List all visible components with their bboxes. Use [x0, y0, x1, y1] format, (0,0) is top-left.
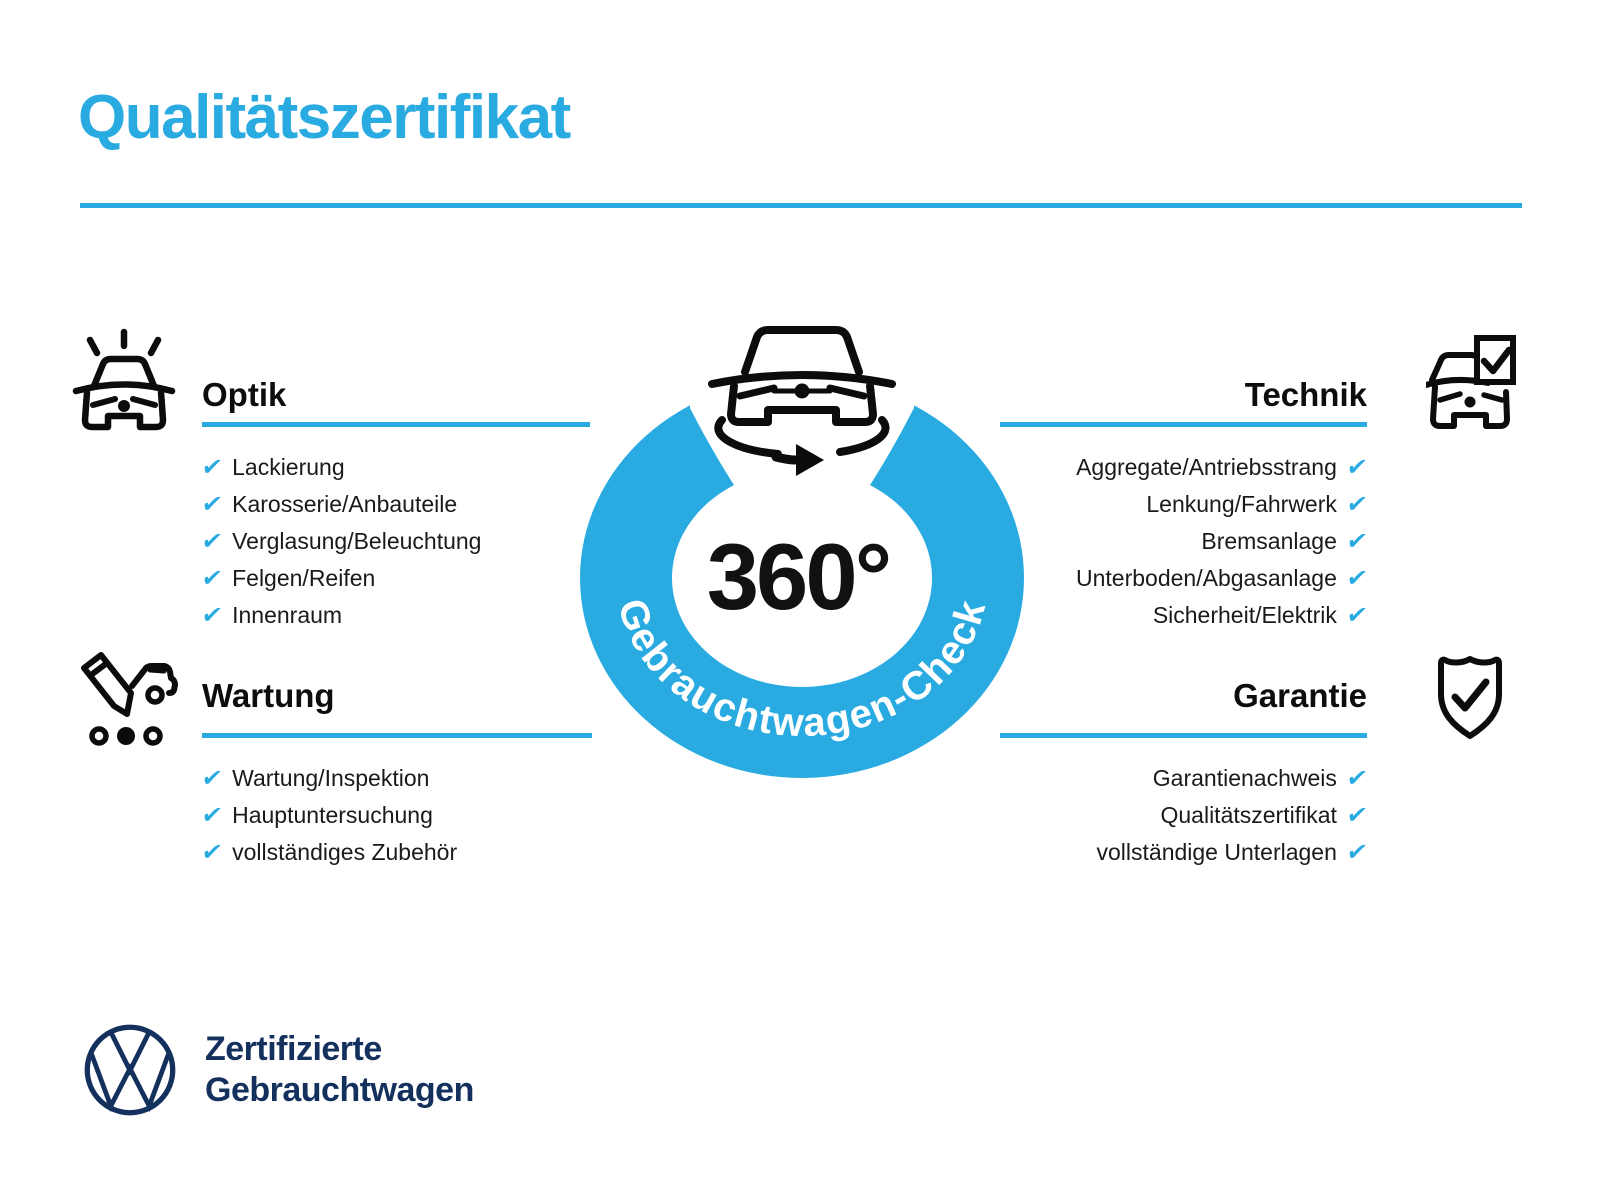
check-icon: ✔: [1344, 453, 1370, 481]
list-item: Unterboden/Abgasanlage ✔: [1076, 560, 1370, 597]
car-checkbox-icon: [1426, 335, 1516, 429]
list-item: ✔ Lackierung: [199, 449, 481, 486]
check-icon: ✔: [1344, 564, 1370, 592]
brand-wordmark: Zertifizierte Gebrauchtwagen: [205, 1029, 474, 1111]
item-label: Wartung/Inspektion: [232, 765, 430, 791]
check-icon: ✔: [1344, 601, 1370, 629]
title-divider: [80, 203, 1522, 208]
wartung-checklist: ✔ Wartung/Inspektion ✔ Hauptuntersuchung ✔…: [199, 760, 458, 871]
list-item: ✔ Verglasung/Beleuchtung: [199, 523, 482, 560]
item-label: vollständiges Zubehör: [232, 839, 458, 865]
garantie-checklist: Garantienachweis ✔ Qualitätszertifikat ✔ v…: [1096, 760, 1370, 871]
item-label: Lenkung/Fahrwerk: [1146, 491, 1337, 517]
item-label: Karosserie/Anbauteile: [232, 491, 458, 517]
item-label: Qualitätszertifikat: [1160, 802, 1337, 828]
section-title-wartung: Wartung: [202, 677, 335, 714]
check-icon: ✔: [199, 453, 225, 481]
technik-checklist: Aggregate/Antriebsstrang ✔ Lenkung/Fahrwe…: [1076, 449, 1370, 634]
section-rule-technik: [1000, 422, 1367, 427]
section-title-optik: Optik: [202, 376, 287, 413]
car-shine-icon: [72, 328, 176, 431]
item-label: Lackierung: [232, 454, 345, 480]
check-icon: ✔: [1344, 490, 1370, 518]
item-label: vollständige Unterlagen: [1096, 839, 1337, 865]
section-title-technik: Technik: [1244, 376, 1367, 413]
check-icon: ✔: [1344, 527, 1370, 555]
badge-degrees: 360°: [707, 524, 889, 629]
item-label: Unterboden/Abgasanlage: [1076, 565, 1337, 591]
list-item: Sicherheit/Elektrik ✔: [1076, 597, 1370, 634]
item-label: Bremsanlage: [1201, 528, 1337, 554]
list-item: Qualitätszertifikat ✔: [1097, 797, 1370, 834]
list-item: Aggregate/Antriebsstrang ✔: [1076, 449, 1370, 486]
check-icon: ✔: [1344, 764, 1370, 792]
list-item: Garantienachweis ✔: [1097, 760, 1370, 797]
item-label: Sicherheit/Elektrik: [1152, 602, 1337, 628]
section-rule-wartung: [202, 733, 592, 738]
section-rule-optik: [202, 422, 590, 427]
item-label: Hauptuntersuchung: [232, 802, 433, 828]
vw-logo: [84, 1024, 176, 1116]
list-item: ✔ Felgen/Reifen: [199, 560, 481, 597]
list-item: Lenkung/Fahrwerk ✔: [1076, 486, 1370, 523]
check-icon: ✔: [1344, 838, 1370, 866]
badge-360-check: 360° Gebrauchtwagen-Check: [580, 290, 1024, 778]
check-icon: ✔: [199, 764, 225, 792]
section-title-garantie: Garantie: [1233, 677, 1367, 714]
check-icon: ✔: [199, 564, 225, 592]
check-icon: ✔: [1344, 801, 1370, 829]
list-item: ✔ Wartung/Inspektion: [199, 760, 457, 797]
list-item: ✔ Innenraum: [199, 597, 481, 634]
check-icon: ✔: [199, 490, 225, 518]
list-item: ✔ vollständiges Zubehör: [199, 834, 458, 871]
check-icon: ✔: [199, 838, 225, 866]
shield-check-icon: [1438, 656, 1502, 739]
item-label: Innenraum: [232, 602, 343, 628]
optik-checklist: ✔ Lackierung ✔ Karosserie/Anbauteile ✔ Verg…: [199, 449, 482, 634]
item-label: Aggregate/Antriebsstrang: [1076, 454, 1337, 480]
list-item: ✔ Karosserie/Anbauteile: [199, 486, 481, 523]
brand-line-1: Zertifizierte: [205, 1030, 382, 1068]
check-icon: ✔: [199, 527, 225, 555]
pencil-car-icon: [81, 652, 178, 746]
item-label: Felgen/Reifen: [232, 565, 376, 591]
check-icon: ✔: [199, 601, 225, 629]
rotating-car-icon: [708, 326, 896, 476]
list-item: Bremsanlage ✔: [1076, 523, 1370, 560]
item-label: Garantienachweis: [1152, 765, 1337, 791]
check-icon: ✔: [199, 801, 225, 829]
item-label: Verglasung/Beleuchtung: [232, 528, 482, 554]
list-item: ✔ Hauptuntersuchung: [199, 797, 457, 834]
brand-line-2: Gebrauchtwagen: [205, 1071, 474, 1109]
page-title: Qualitätszertifikat: [78, 83, 571, 152]
section-rule-garantie: [1000, 733, 1367, 738]
list-item: vollständige Unterlagen ✔: [1096, 834, 1370, 871]
